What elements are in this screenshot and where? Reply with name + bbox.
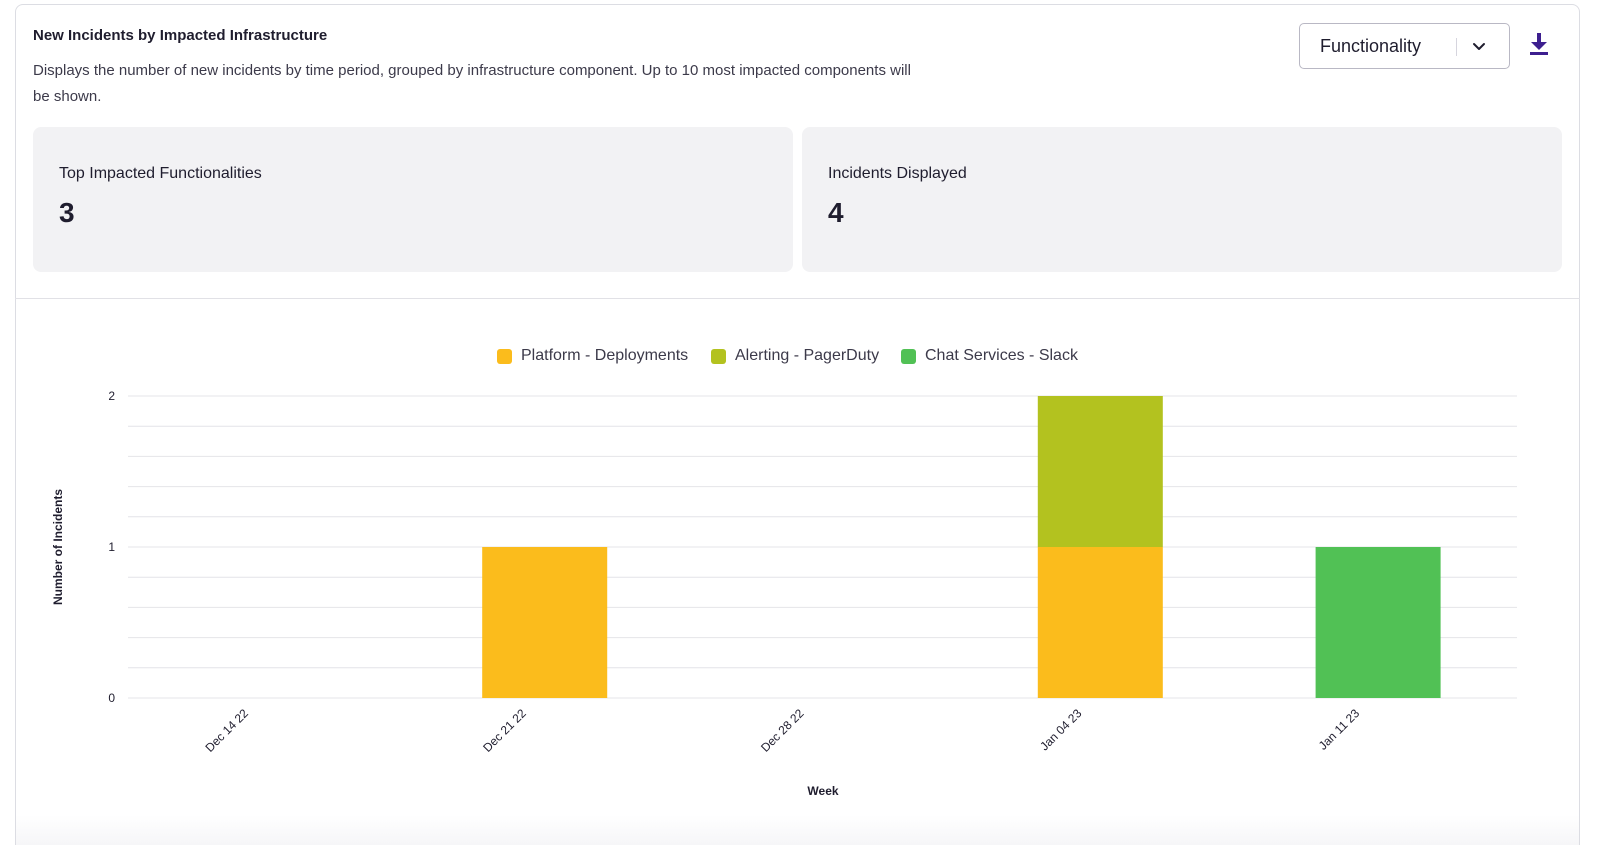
group-by-dropdown[interactable]: Functionality [1299, 23, 1510, 69]
bar-segment[interactable] [1315, 547, 1441, 698]
download-icon[interactable] [1528, 32, 1550, 56]
legend-label: Alerting - PagerDuty [735, 347, 880, 364]
bar-segment[interactable] [1037, 396, 1163, 547]
chart-legend: Platform - Deployments Alerting - PagerD… [0, 346, 1600, 368]
legend-swatch [497, 349, 512, 364]
chevron-down-icon[interactable] [1468, 36, 1490, 58]
legend-label: Platform - Deployments [521, 347, 689, 364]
legend-label: Chat Services - Slack [925, 347, 1078, 364]
bar-segment[interactable] [1037, 547, 1163, 698]
y-tick-label: 0 [108, 691, 115, 705]
bottom-fade [16, 815, 1579, 845]
stat-label: Top Impacted Functionalities [59, 165, 262, 182]
dropdown-separator [1456, 38, 1457, 56]
x-tick-label: Dec 28 22 [758, 706, 807, 755]
card-title: New Incidents by Impacted Infrastructure [33, 27, 328, 44]
stat-card-top-impacted: Top Impacted Functionalities 3 [33, 127, 793, 272]
section-divider [15, 298, 1580, 299]
x-tick-label: Dec 21 22 [480, 706, 529, 755]
x-tick-label: Jan 04 23 [1037, 706, 1084, 753]
x-tick-label: Dec 14 22 [202, 706, 251, 755]
stat-value: 4 [828, 197, 844, 228]
stat-label: Incidents Displayed [828, 165, 967, 182]
y-axis-title: Number of Incidents [51, 489, 65, 605]
legend-swatch [711, 349, 726, 364]
card-description: Displays the number of new incidents by … [33, 62, 911, 105]
stat-value: 3 [59, 197, 75, 228]
legend-swatch [901, 349, 916, 364]
y-tick-label: 1 [108, 540, 115, 554]
group-by-selected-value: Functionality [1320, 36, 1422, 56]
stat-card-incidents-displayed: Incidents Displayed 4 [802, 127, 1562, 272]
y-tick-label: 2 [108, 389, 115, 403]
x-tick-label: Jan 11 23 [1316, 706, 1363, 753]
bar-segment[interactable] [482, 547, 608, 698]
x-axis-title: Week [807, 784, 838, 798]
